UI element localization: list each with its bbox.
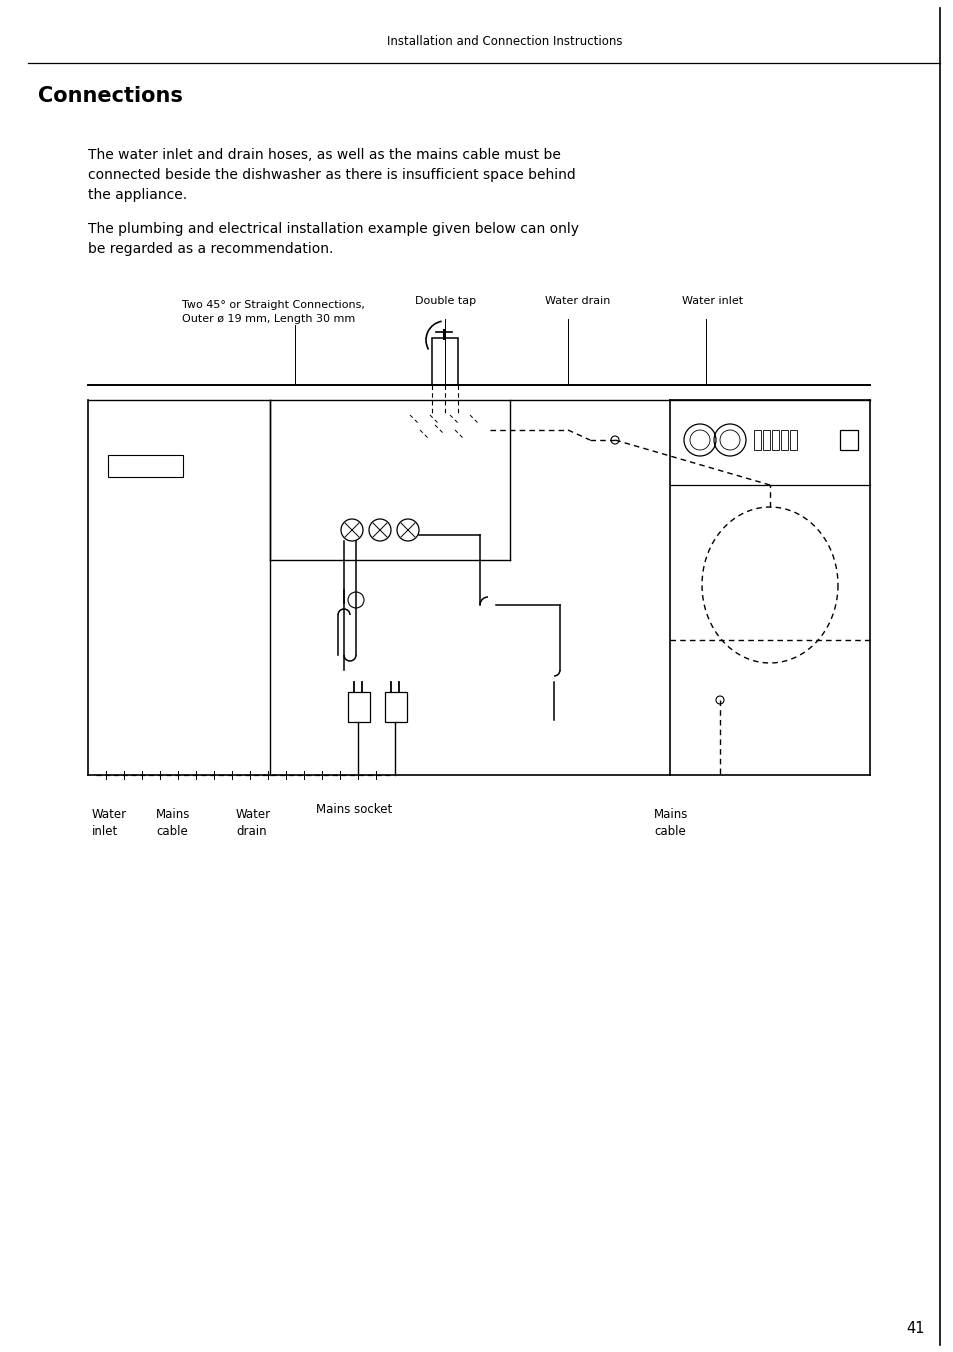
Bar: [348, 692, 370, 722]
Bar: [753, 430, 760, 450]
Text: Two 45° or Straight Connections,
Outer ø 19 mm, Length 30 mm: Two 45° or Straight Connections, Outer ø…: [182, 300, 364, 323]
Text: Double tap: Double tap: [415, 296, 476, 306]
Bar: [385, 692, 407, 722]
Text: Installation and Connection Instructions: Installation and Connection Instructions: [387, 35, 622, 49]
Text: Water drain: Water drain: [544, 296, 610, 306]
Bar: [108, 456, 183, 477]
Text: Connections: Connections: [38, 87, 183, 105]
Bar: [789, 430, 796, 450]
Bar: [771, 430, 779, 450]
Bar: [432, 338, 457, 385]
Text: Mains
cable: Mains cable: [654, 808, 688, 838]
Bar: [762, 430, 769, 450]
Text: Mains
cable: Mains cable: [156, 808, 191, 838]
Bar: [840, 430, 857, 450]
Text: 41: 41: [905, 1321, 923, 1336]
Text: Water
inlet: Water inlet: [91, 808, 127, 838]
Text: Mains socket: Mains socket: [315, 803, 392, 817]
Bar: [781, 430, 787, 450]
Text: The water inlet and drain hoses, as well as the mains cable must be
connected be: The water inlet and drain hoses, as well…: [88, 147, 576, 201]
Text: Water
drain: Water drain: [235, 808, 271, 838]
Text: The plumbing and electrical installation example given below can only
be regarde: The plumbing and electrical installation…: [88, 222, 578, 256]
Text: Water inlet: Water inlet: [681, 296, 742, 306]
